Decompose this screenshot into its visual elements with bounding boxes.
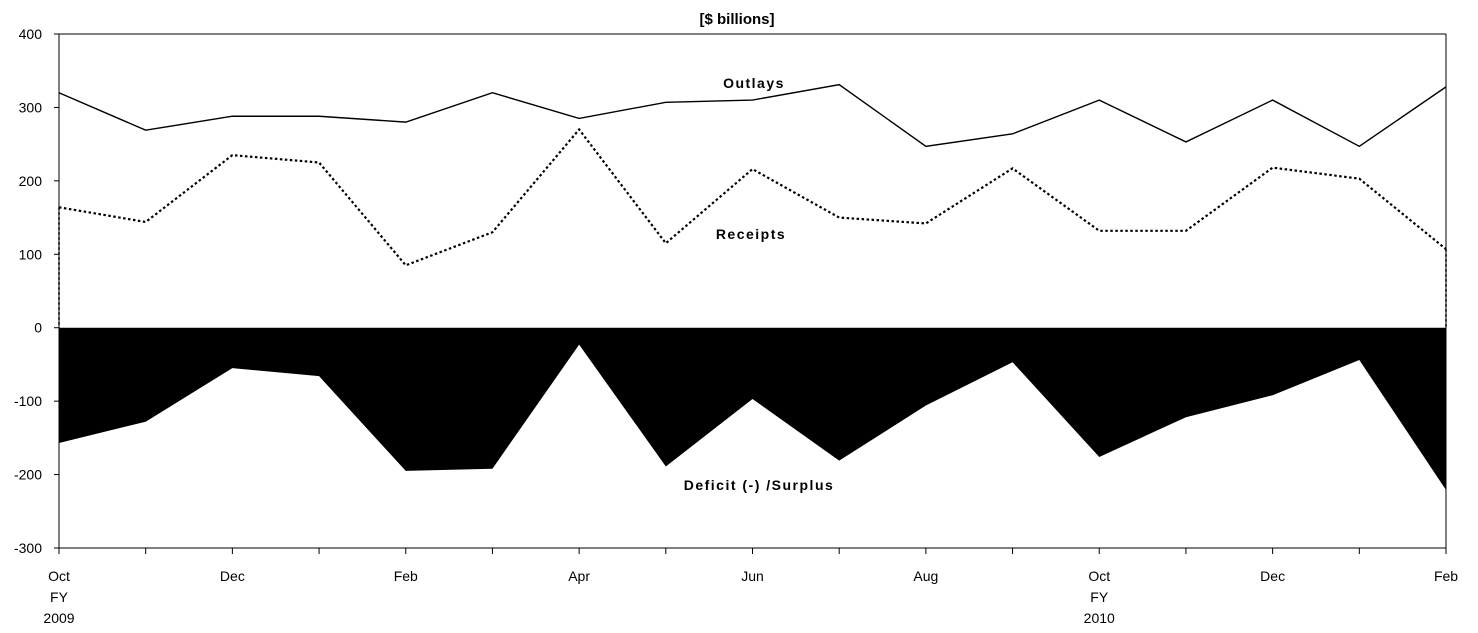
series-lines-layer	[58, 83, 1447, 328]
y-tick-label: 200	[19, 173, 43, 189]
deficit-area-layer	[59, 327, 1446, 490]
outlays-series-label: Outlays	[723, 75, 785, 91]
x-tick-label: 2009	[43, 610, 74, 626]
deficit-area	[59, 327, 1446, 490]
x-tick-label: Dec	[1260, 568, 1285, 584]
x-tick-label: 2010	[1084, 610, 1115, 626]
series-labels-layer: Outlays Receipts Deficit (-) /Surplus	[684, 75, 835, 493]
x-tick-label: Apr	[568, 568, 590, 584]
outlays-line	[58, 83, 1447, 148]
y-tick-label: 100	[19, 246, 43, 262]
x-tick-label: Dec	[220, 568, 245, 584]
y-tick-label: -200	[14, 467, 42, 483]
x-tick-label: Aug	[913, 568, 938, 584]
deficit-series-label: Deficit (-) /Surplus	[684, 477, 835, 493]
x-tick-label: Feb	[394, 568, 418, 584]
y-tick-label: -300	[14, 540, 42, 556]
x-tick-label: Feb	[1434, 568, 1458, 584]
x-tick-label: FY	[50, 589, 69, 605]
x-tick-label: Oct	[48, 568, 70, 584]
receipts-line	[58, 127, 1447, 267]
receipts-series-label: Receipts	[716, 226, 786, 242]
y-tick-label: 300	[19, 99, 43, 115]
x-tick-label: Oct	[1088, 568, 1110, 584]
y-tick-label: 400	[19, 26, 43, 42]
x-tick-label: FY	[1090, 589, 1109, 605]
y-tick-label: -100	[14, 393, 42, 409]
chart-title: [$ billions]	[700, 11, 775, 28]
axes-layer: 400 300 200 100 0 -100 -200 -300 Oct FY 2009 Dec Feb…	[14, 26, 1458, 626]
y-tick-label: 0	[34, 320, 42, 336]
x-tick-label: Jun	[741, 568, 764, 584]
